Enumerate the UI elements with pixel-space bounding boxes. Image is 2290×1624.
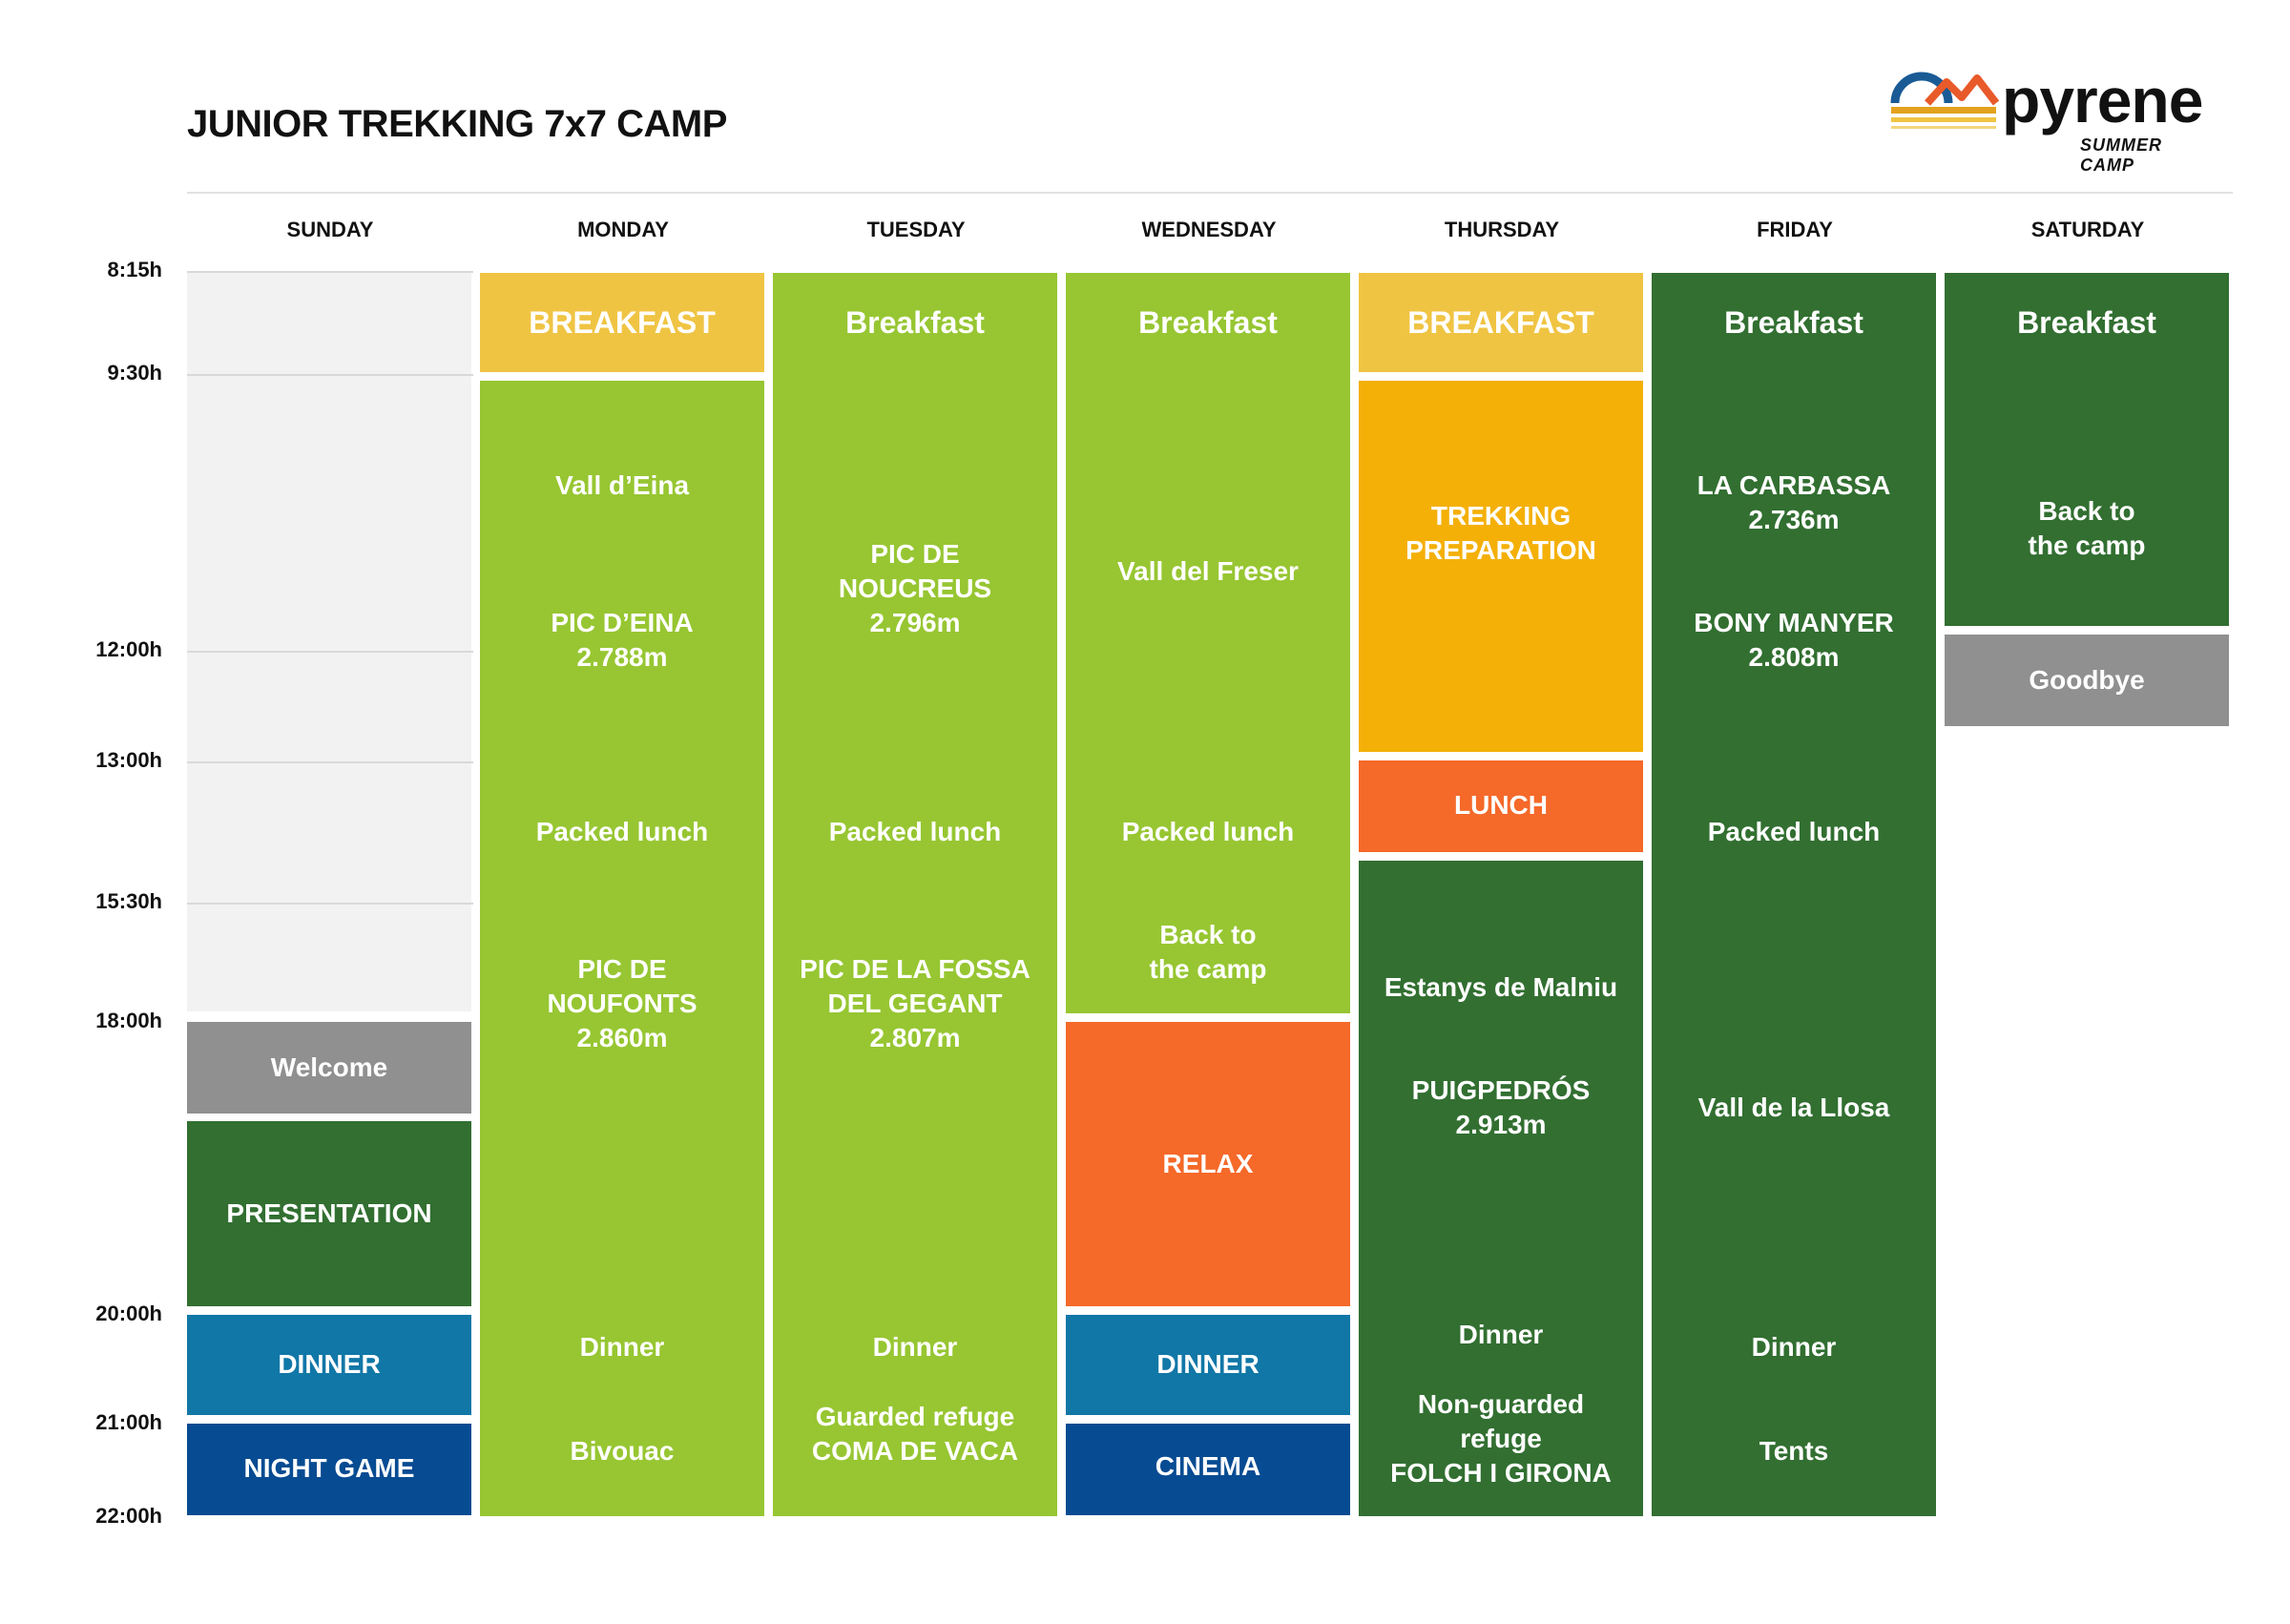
wednesday-dinner: DINNER	[1066, 1315, 1350, 1415]
wednesday-cinema: CINEMA	[1066, 1424, 1350, 1515]
thursday-trek: Estanys de Malniu PUIGPEDRÓS 2.913m Dinn…	[1359, 861, 1643, 1516]
activity-label: Vall del Freser	[1117, 556, 1299, 586]
sunday-dinner: DINNER	[187, 1315, 471, 1415]
day-header-tuesday: TUESDAY	[866, 218, 966, 241]
activity-label: DINNER	[278, 1349, 381, 1379]
activity-label: Estanys de Malniu	[1384, 972, 1618, 1002]
activity-label: Breakfast	[845, 305, 985, 340]
activity-label: Packed lunch	[828, 817, 1002, 846]
saturday-goodbye: Goodbye	[1945, 635, 2229, 726]
sunday-presentation: PRESENTATION	[187, 1121, 471, 1306]
time-label: 9:30h	[107, 361, 162, 385]
sunday-night-game: NIGHT GAME	[187, 1424, 471, 1515]
time-label: 12:00h	[95, 637, 162, 661]
saturday-morning: Breakfast Back to the camp	[1945, 273, 2229, 626]
time-label: 13:00h	[95, 748, 162, 772]
day-header-monday: MONDAY	[577, 218, 669, 241]
activity-label: LUNCH	[1454, 790, 1548, 820]
day-header-thursday: THURSDAY	[1444, 218, 1560, 241]
thursday-breakfast: BREAKFAST	[1359, 273, 1643, 372]
day-header-wednesday: WEDNESDAY	[1141, 218, 1277, 241]
day-header-saturday: SATURDAY	[2030, 218, 2145, 241]
activity-label: Packed lunch	[1707, 817, 1881, 846]
time-label: 8:15h	[107, 258, 162, 281]
activity-label: Non-guarded refuge FOLCH I GIRONA	[1390, 1389, 1612, 1488]
time-label: 22:00h	[95, 1504, 162, 1528]
grid-line	[187, 271, 473, 273]
thursday-lunch: LUNCH	[1359, 760, 1643, 852]
monday-trek: Vall d’Eina PIC D’EINA 2.788m Packed lun…	[480, 381, 764, 1516]
activity-label: Dinner	[1458, 1320, 1544, 1349]
activity-label: Dinner	[1751, 1332, 1837, 1362]
day-header-friday: FRIDAY	[1757, 218, 1833, 241]
header-divider	[187, 192, 2233, 194]
time-label: 18:00h	[95, 1009, 162, 1032]
thursday-trekking-preparation: TREKKING PREPARATION	[1359, 381, 1643, 752]
friday-trek: Breakfast LA CARBASSA 2.736m BONY MANYER…	[1652, 273, 1936, 1516]
activity-label: Dinner	[872, 1332, 958, 1362]
activity-label: Back to the camp	[1149, 920, 1267, 984]
activity-label: Vall d’Eina	[554, 470, 690, 500]
activity-label: RELAX	[1162, 1149, 1254, 1178]
sunday-empty-area	[187, 271, 471, 1011]
activity-label: LA CARBASSA 2.736m	[1697, 470, 1891, 534]
day-header-sunday: SUNDAY	[286, 218, 374, 241]
activity-label: CINEMA	[1155, 1451, 1261, 1481]
activity-label: PIC DE NOUFONTS 2.860m	[547, 954, 697, 1052]
activity-label: Packed lunch	[535, 817, 709, 846]
activity-label: Goodbye	[2029, 665, 2145, 695]
monday-breakfast: BREAKFAST	[480, 273, 764, 372]
activity-label: Bivouac	[570, 1436, 675, 1466]
activity-label: Dinner	[579, 1332, 665, 1362]
grid-line	[187, 374, 473, 376]
activity-label: Guarded refuge COMA DE VACA	[811, 1402, 1019, 1466]
activity-label: PUIGPEDRÓS 2.913m	[1411, 1075, 1591, 1139]
activity-label: BREAKFAST	[1407, 305, 1594, 340]
activity-label: PIC D’EINA 2.788m	[551, 608, 694, 672]
grid-line	[187, 651, 473, 653]
time-label: 20:00h	[95, 1301, 162, 1325]
logo-subtitle: SUMMER CAMP	[2080, 135, 2162, 175]
pyrene-logo: pyrene SUMMER CAMP	[1889, 65, 2214, 175]
activity-label: DINNER	[1156, 1349, 1260, 1379]
wednesday-relax: RELAX	[1066, 1022, 1350, 1306]
activity-label: PIC DE NOUCREUS 2.796m	[838, 539, 992, 637]
activity-label: Breakfast	[2017, 305, 2156, 340]
activity-label: Tents	[1759, 1436, 1829, 1466]
activity-label: Packed lunch	[1121, 817, 1295, 846]
activity-label: Breakfast	[1724, 305, 1863, 340]
time-label: 21:00h	[95, 1410, 162, 1434]
activity-label: BREAKFAST	[529, 305, 716, 340]
activity-label: Welcome	[270, 1052, 388, 1082]
mountain-sun-icon	[1890, 72, 2000, 129]
logo-wordmark: pyrene	[2002, 65, 2203, 135]
wednesday-trek: Breakfast Vall del Freser Packed lunch B…	[1066, 273, 1350, 1013]
activity-label: Back to the camp	[2028, 496, 2146, 560]
activity-label: PRESENTATION	[226, 1198, 432, 1228]
grid-line	[187, 761, 473, 763]
tuesday-trek: Breakfast PIC DE NOUCREUS 2.796m Packed …	[773, 273, 1057, 1516]
activity-label: Breakfast	[1138, 305, 1278, 340]
sunday-welcome: Welcome	[187, 1022, 471, 1114]
activity-label: PIC DE LA FOSSA DEL GEGANT 2.807m	[800, 954, 1030, 1052]
activity-label: Vall de la Llosa	[1697, 1093, 1890, 1122]
page-title: JUNIOR TREKKING 7x7 CAMP	[187, 103, 727, 145]
activity-label: TREKKING PREPARATION	[1405, 501, 1596, 565]
activity-label: NIGHT GAME	[243, 1453, 415, 1483]
time-label: 15:30h	[95, 889, 162, 913]
grid-line	[187, 903, 473, 905]
activity-label: BONY MANYER 2.808m	[1694, 608, 1894, 672]
